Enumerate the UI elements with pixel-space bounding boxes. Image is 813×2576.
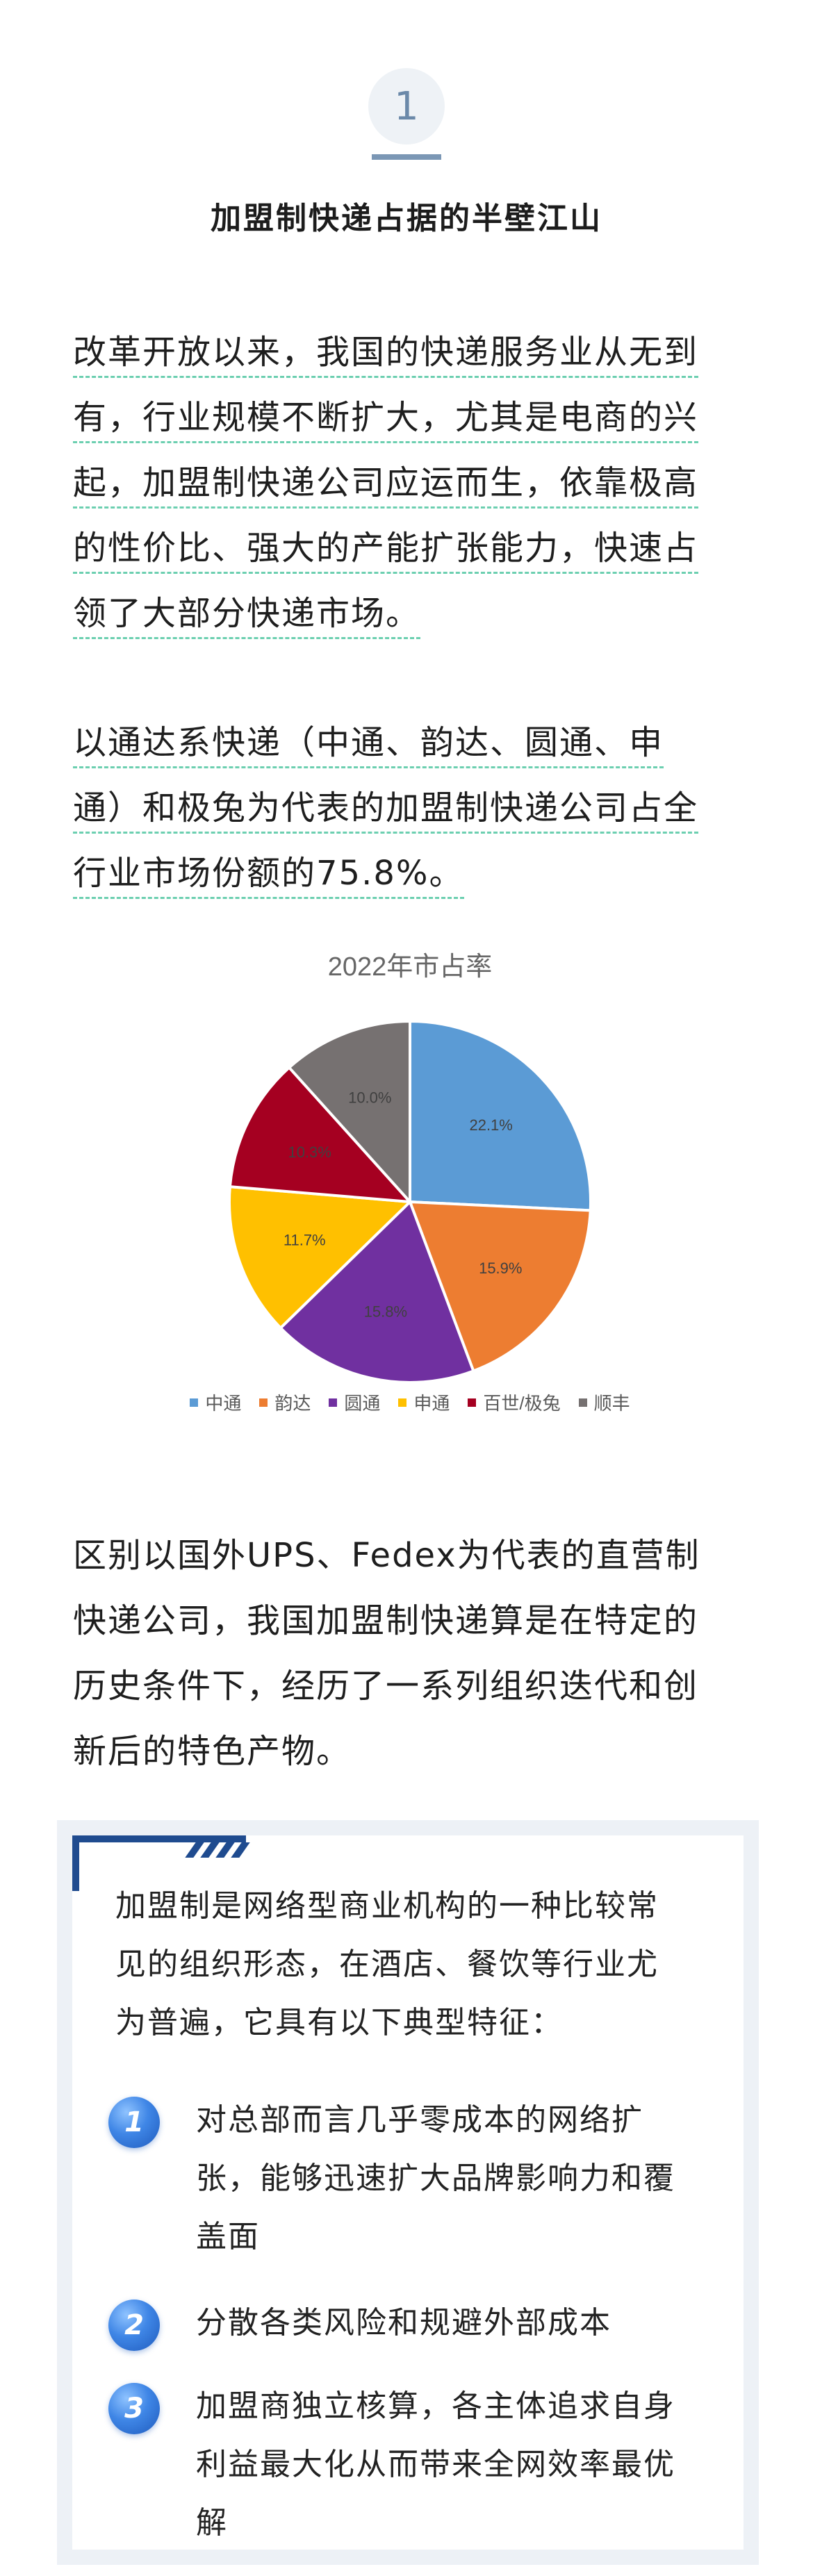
paragraph-line: 改革开放以来，我国的快递服务业从无到: [73, 320, 747, 385]
pie-slice-2: [408, 1200, 592, 1373]
pie-data-label: 22.1%: [469, 1116, 512, 1134]
legend-item: 顺丰: [578, 1389, 630, 1415]
pie-data-label: 15.9%: [479, 1260, 522, 1277]
section-divider: [372, 154, 441, 160]
market-share-pie-chart: 22.1% 15.9% 15.8% 11.7% 10.3% 10.0% 2022年市占率 …: [167, 945, 653, 1445]
card-intro-line: 见的组织形态，在酒店、餐饮等行业尤: [115, 1947, 659, 1982]
paragraph-line: 历史条件下，经历了一系列组织迭代和创: [73, 1667, 699, 1706]
pie-data-label: 10.3%: [288, 1143, 331, 1161]
feature-line: 加盟商独立核算，各主体追求自身: [196, 2388, 675, 2424]
feature-line: 盖面: [196, 2219, 260, 2254]
card-intro-line: 加盟制是网络型商业机构的一种比较常: [115, 1888, 659, 1924]
chart-title: 2022年市占率: [327, 952, 493, 982]
pie-data-label: 15.8%: [364, 1303, 407, 1320]
section-number-circle: 1: [368, 68, 445, 145]
legend-label: 百世/极兔: [483, 1393, 561, 1414]
pie-data-label: 11.7%: [284, 1231, 326, 1248]
card-intro: 加盟制是网络型商业机构的一种比较常 见的组织形态，在酒店、餐饮等行业尤 为普遍，…: [115, 1877, 727, 2052]
paragraph-line: 起，加盟制快递公司应运而生，依靠极高: [73, 450, 747, 515]
legend-swatch: [329, 1398, 338, 1407]
paragraph-intro: 改革开放以来，我国的快递服务业从无到 有，行业规模不断扩大，尤其是电商的兴 起，…: [73, 320, 747, 646]
legend-label: 申通: [413, 1393, 450, 1414]
feature-line: 利益最大化从而带来全网效率最优: [196, 2447, 675, 2482]
paragraph-line: 行业市场份额的75.8%。: [73, 841, 747, 906]
pie-slice-3: [278, 1199, 475, 1384]
feature-line: 解: [196, 2505, 228, 2541]
feature-line: 分散各类风险和规避外部成本: [196, 2305, 611, 2340]
legend-swatch: [190, 1398, 199, 1407]
feature-text: 对总部而言几乎零成本的网络扩 张，能够迅速扩大品牌影响力和覆 盖面: [196, 2091, 731, 2266]
section-title: 加盟制快递占据的半壁江山: [211, 201, 602, 236]
legend-item: 中通: [190, 1389, 241, 1415]
paragraph-market-share: 以通达系快递（中通、韵达、圆通、申 通）和极兔为代表的加盟制快递公司占全 行业市…: [73, 710, 747, 906]
paragraph-line: 区别以国外UPS、Fedex为代表的直营制: [73, 1536, 700, 1575]
paragraph-line: 快递公司，我国加盟制快递算是在特定的: [73, 1601, 699, 1640]
legend-item: 百世/极兔: [468, 1389, 561, 1415]
pie-data-label: 10.0%: [348, 1089, 391, 1106]
paragraph-line: 通）和极兔为代表的加盟制快递公司占全: [73, 775, 747, 841]
legend-label: 中通: [205, 1393, 242, 1414]
pie-slice-6: [287, 1019, 411, 1206]
legend-item: 韵达: [259, 1389, 311, 1415]
legend-label: 顺丰: [593, 1393, 630, 1414]
legend-label: 韵达: [274, 1393, 311, 1414]
chart-legend: 中通 韵达 圆通 申通 百世/极兔 顺丰: [167, 1389, 653, 1415]
legend-swatch: [578, 1398, 587, 1407]
feature-line: 对总部而言几乎零成本的网络扩: [196, 2102, 643, 2138]
number-badge-icon: 2: [108, 2300, 160, 2351]
section-number: 1: [394, 83, 419, 129]
number-badge-icon: 3: [108, 2383, 160, 2434]
paragraph-line: 领了大部分快递市场。: [73, 581, 747, 646]
feature-item-3: 3 加盟商独立核算，各主体追求自身 利益最大化从而带来全网效率最优 解: [108, 2377, 734, 2552]
feature-item-1: 1 对总部而言几乎零成本的网络扩 张，能够迅速扩大品牌影响力和覆 盖面: [108, 2091, 734, 2266]
card-intro-line: 为普遍，它具有以下典型特征：: [115, 2005, 563, 2040]
franchise-features-card: 加盟制是网络型商业机构的一种比较常 见的组织形态，在酒店、餐饮等行业尤 为普遍，…: [57, 1820, 759, 2565]
feature-text: 加盟商独立核算，各主体追求自身 利益最大化从而带来全网效率最优 解: [196, 2377, 731, 2552]
paragraph-line: 有，行业规模不断扩大，尤其是电商的兴: [73, 385, 747, 450]
pie-slice-4: [228, 1184, 413, 1330]
feature-line: 张，能够迅速扩大品牌影响力和覆: [196, 2161, 675, 2196]
pie-chart-svg: 22.1% 15.9% 15.8% 11.7% 10.3% 10.0%: [228, 1019, 592, 1384]
pie-slice-5: [228, 1065, 413, 1204]
paragraph-comparison: 区别以国外UPS、Fedex为代表的直营制 快递公司，我国加盟制快递算是在特定的…: [73, 1523, 747, 1784]
paragraph-line: 的性价比、强大的产能扩张能力，快速占: [73, 515, 747, 581]
legend-item: 申通: [398, 1389, 450, 1415]
legend-swatch: [398, 1398, 407, 1407]
paragraph-line: 新后的特色产物。: [73, 1732, 352, 1771]
card-body: 加盟制是网络型商业机构的一种比较常 见的组织形态，在酒店、餐饮等行业尤 为普遍，…: [72, 1835, 744, 2550]
legend-item: 圆通: [329, 1389, 380, 1415]
legend-swatch: [259, 1398, 268, 1407]
paragraph-line: 以通达系快递（中通、韵达、圆通、申: [73, 710, 747, 775]
legend-label: 圆通: [344, 1393, 381, 1414]
feature-text: 分散各类风险和规避外部成本: [196, 2294, 731, 2352]
number-badge-icon: 1: [108, 2097, 160, 2148]
legend-swatch: [468, 1398, 477, 1407]
feature-item-2: 2 分散各类风险和规避外部成本: [108, 2294, 734, 2352]
pie-slice-1: [409, 1019, 592, 1212]
